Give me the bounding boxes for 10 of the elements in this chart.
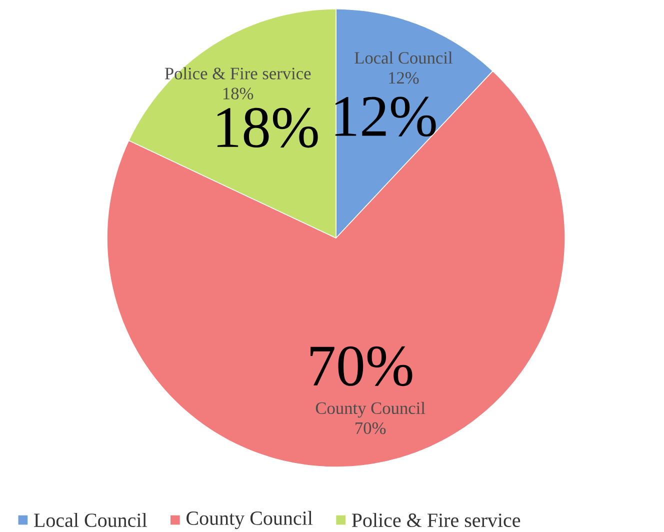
legend-label: Police & Fire service [352,512,520,528]
text: 70% [310,346,412,386]
legend-label: County Council [186,510,313,530]
slice-label: County Council [316,402,426,418]
data-label: 70% [356,422,386,434]
legend-label: Local Council [34,512,147,528]
text: 18% [217,108,318,148]
data-label: 12% [389,72,419,84]
data-label: 18% [223,88,254,100]
slice-label: Local Council [354,52,452,64]
